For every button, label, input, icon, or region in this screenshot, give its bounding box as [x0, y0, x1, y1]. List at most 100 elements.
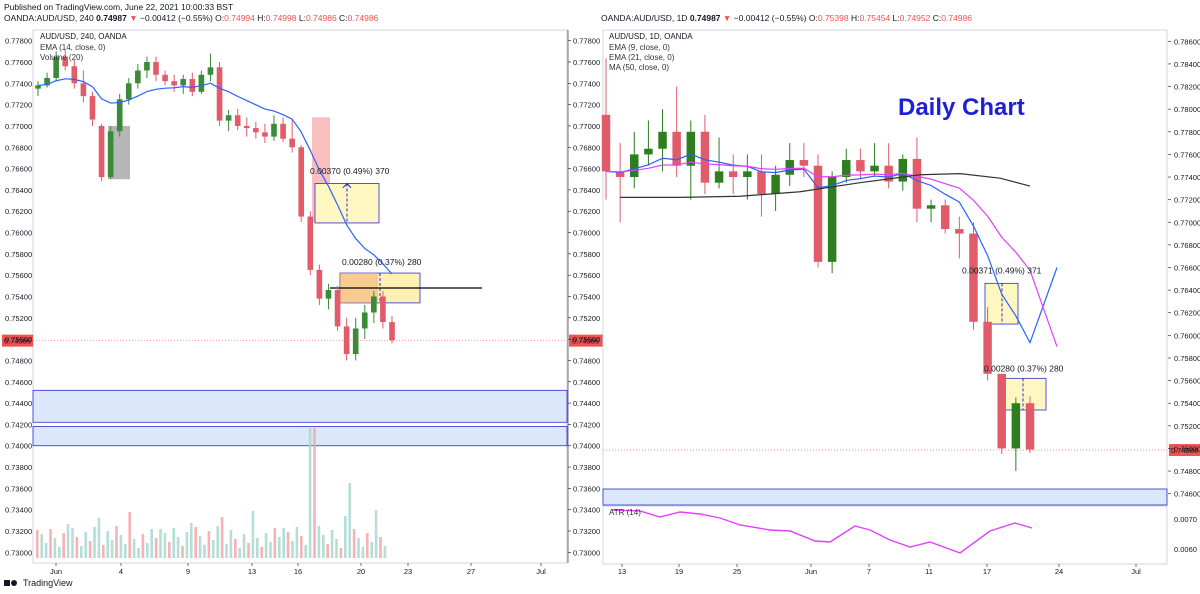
- left-y-tick-label: 0.77000: [573, 122, 600, 131]
- left-y-tick-label-left: 0.76000: [5, 229, 32, 238]
- right-y-tick-label: 0.75000: [1174, 444, 1200, 453]
- left-candle: [316, 269, 323, 299]
- left-volume-bar: [190, 523, 193, 558]
- left-volume-bar: [84, 532, 87, 558]
- right-candle: [898, 158, 908, 182]
- right-candle: [1011, 403, 1021, 449]
- left-volume-bar: [132, 539, 136, 558]
- left-volume-bar: [339, 548, 343, 558]
- right-candle: [926, 205, 936, 209]
- left-volume-bar: [357, 538, 360, 558]
- left-y-tick-label: 0.77400: [573, 79, 600, 88]
- left-candle: [180, 79, 187, 86]
- right-x-tick-label: 7: [867, 567, 871, 576]
- right-indicator-ma50[interactable]: MA (50, close, 0): [609, 63, 670, 72]
- left-x-tick-label: Jun: [50, 567, 62, 576]
- left-volume-bar: [348, 483, 351, 558]
- left-y-tick-label: 0.75400: [573, 293, 600, 302]
- left-y-tick-label: 0.77600: [573, 58, 600, 67]
- right-candle: [997, 373, 1006, 449]
- right-indicator-ema21[interactable]: EMA (21, close, 0): [609, 53, 675, 62]
- left-y-tick-label: 0.76200: [573, 207, 600, 216]
- down-arrow-icon: ▼: [722, 13, 732, 23]
- left-y-tick-label-left: 0.77200: [5, 101, 32, 110]
- left-volume-bar: [260, 547, 263, 558]
- left-y-tick-label-left: 0.75200: [5, 314, 32, 323]
- right-candle: [728, 171, 738, 178]
- right-y-tick-label: 0.76400: [1174, 286, 1200, 295]
- left-volume-bar: [44, 543, 48, 558]
- left-candle: [135, 70, 141, 84]
- right-x-tick-label: 13: [618, 567, 626, 576]
- left-support-zone-2: [32, 426, 568, 447]
- left-y-tick-label-left: 0.74400: [5, 399, 32, 408]
- left-quote-line: OANDA:AUD/USD, 240 0.74987 ▼ −0.00412 (−…: [4, 13, 379, 23]
- left-candle: [352, 328, 359, 355]
- left-y-tick-label-left: 0.75800: [5, 250, 32, 259]
- right-y-tick-label: 0.74800: [1174, 467, 1200, 476]
- left-y-tick-label-left: 0.76200: [5, 207, 32, 216]
- right-quote-l: 0.74952: [899, 13, 931, 23]
- left-indicator-ema[interactable]: EMA (14, close, 0): [40, 43, 106, 52]
- left-quote-change: −0.00412 (−0.55%): [140, 13, 213, 23]
- left-quote-c: 0.74986: [347, 13, 379, 23]
- left-volume-bar: [212, 540, 215, 558]
- left-volume-bar: [93, 527, 96, 558]
- left-volume-bar: [58, 547, 61, 558]
- left-quote-symbol: OANDA:AUD/USD, 240: [4, 13, 94, 23]
- left-volume-bar: [247, 543, 250, 558]
- left-volume-bar: [203, 545, 206, 558]
- left-volume-bar: [40, 534, 43, 558]
- daily-chart-heading: Daily Chart: [898, 94, 1025, 121]
- right-candle: [714, 171, 724, 183]
- left-volume-bar: [194, 527, 197, 558]
- tradingview-logo[interactable]: TradingView: [4, 578, 73, 588]
- left-volume-bar: [150, 529, 153, 558]
- left-volume-bar: [220, 517, 224, 558]
- left-candle: [89, 96, 96, 120]
- right-candle: [743, 171, 752, 178]
- atr-label[interactable]: ATR (14): [609, 508, 641, 517]
- left-volume-bar: [234, 539, 237, 558]
- left-y-tick-label: 0.73600: [573, 484, 600, 493]
- left-candle: [171, 81, 177, 86]
- left-volume-bar: [146, 543, 149, 558]
- left-candle: [125, 83, 132, 100]
- left-ema-line: [37, 78, 393, 275]
- right-y-tick-label: 0.77400: [1174, 173, 1200, 182]
- left-candle: [298, 147, 305, 217]
- tradingview-logo-icon: [4, 580, 17, 586]
- right-candle: [827, 177, 837, 262]
- right-quote-last: 0.74987: [689, 13, 721, 23]
- left-candle: [153, 61, 159, 75]
- left-volume-bar: [207, 531, 211, 558]
- left-candle: [198, 74, 205, 92]
- left-volume-bar: [137, 548, 140, 558]
- left-candle: [325, 290, 332, 299]
- left-candle: [80, 83, 87, 97]
- left-candle: [380, 296, 386, 323]
- left-candle: [271, 123, 277, 137]
- left-measure-label-1: 0.00370 (0.49%) 370: [310, 166, 390, 176]
- right-quote-c: 0.74986: [941, 13, 972, 23]
- left-y-tick-label-left: 0.75600: [5, 271, 32, 280]
- left-volume-bar: [317, 526, 321, 558]
- left-y-tick-label: 0.75200: [573, 314, 600, 323]
- left-candle: [62, 56, 69, 67]
- left-indicator-volume[interactable]: Volume (20): [40, 53, 84, 62]
- right-y-tick-label: 0.76600: [1174, 264, 1200, 273]
- left-y-tick-label-left: 0.74000: [5, 442, 32, 451]
- right-candle: [983, 321, 992, 374]
- right-y-tick-label: 0.75200: [1174, 422, 1200, 431]
- right-indicator-ema9[interactable]: EMA (9, close, 0): [609, 43, 670, 52]
- left-x-tick-label: 20: [357, 567, 365, 576]
- left-y-tick-label: 0.75600: [573, 271, 600, 280]
- right-candle: [615, 171, 625, 178]
- left-volume-bar: [97, 518, 101, 558]
- right-chart-title: AUD/USD, 1D, OANDA: [609, 32, 693, 41]
- left-volume-bar: [71, 528, 74, 558]
- left-volume-bar: [366, 533, 369, 558]
- left-volume-bar: [322, 535, 325, 558]
- left-candle: [307, 216, 314, 270]
